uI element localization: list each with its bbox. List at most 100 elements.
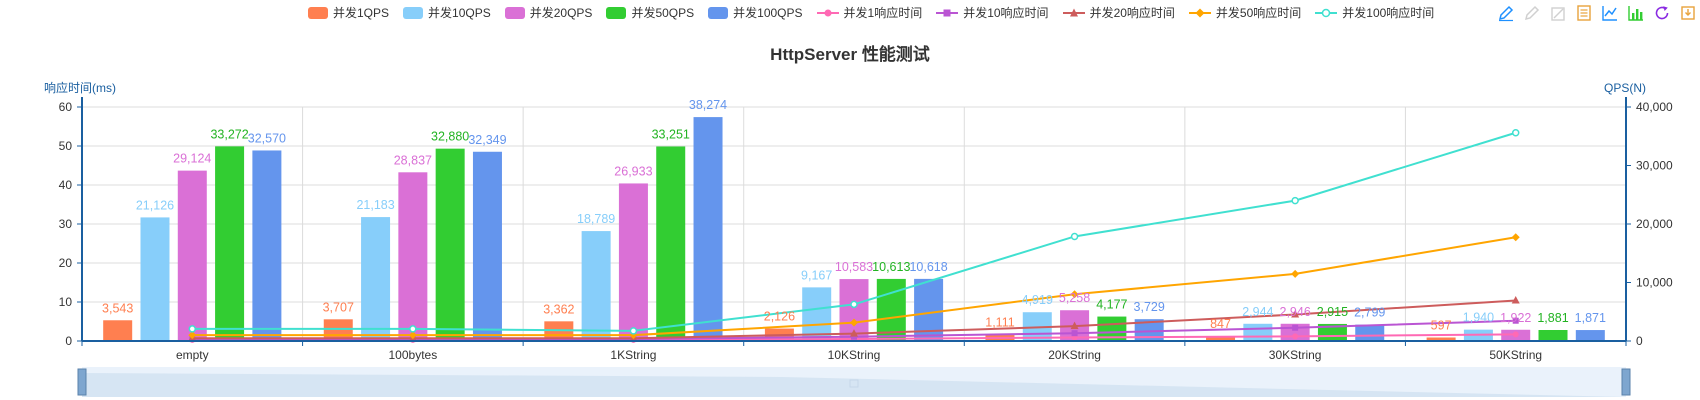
legend-item-qps-100[interactable]: 并发100QPS bbox=[708, 4, 803, 21]
line-point bbox=[1291, 309, 1300, 318]
bar-data-label: 38,274 bbox=[689, 98, 727, 112]
bar bbox=[618, 183, 648, 341]
bar-data-label: 2,946 bbox=[1280, 305, 1311, 319]
legend-item-rt-10[interactable]: 并发10响应时间 bbox=[936, 4, 1049, 21]
bar-data-label: 18,789 bbox=[577, 212, 615, 226]
mark-undo-icon[interactable] bbox=[1522, 3, 1542, 23]
legend-item-rt-100[interactable]: 并发100响应时间 bbox=[1315, 4, 1434, 21]
bar-data-label: 1,940 bbox=[1463, 311, 1494, 325]
legend-label: 并发50响应时间 bbox=[1215, 6, 1302, 20]
data-zoom-slider bbox=[77, 367, 1631, 397]
y-axis-right-tick-label: 30,000 bbox=[1636, 159, 1673, 173]
data-zoom-preview-shape bbox=[82, 373, 1626, 397]
data-zoom-handle-right[interactable] bbox=[1621, 368, 1631, 396]
line-point bbox=[1292, 333, 1299, 340]
y-axis-left-tick-label: 60 bbox=[59, 100, 73, 114]
bar-data-label: 4,177 bbox=[1096, 298, 1127, 312]
y-axis-left-tick-label: 30 bbox=[59, 217, 73, 231]
legend-item-rt-20[interactable]: 并发20响应时间 bbox=[1062, 4, 1175, 21]
bar-data-label: 1,881 bbox=[1537, 311, 1568, 325]
legend-line-swatch bbox=[936, 9, 959, 16]
bar-data-label: 1,111 bbox=[985, 316, 1014, 330]
legend-item-qps-20[interactable]: 并发20QPS bbox=[504, 4, 593, 21]
bar-data-label: 32,880 bbox=[431, 130, 469, 144]
bar bbox=[177, 170, 207, 341]
bar bbox=[693, 117, 723, 341]
y-axis-right-tick-label: 0 bbox=[1636, 334, 1643, 348]
bar-data-label: 3,707 bbox=[323, 300, 354, 314]
legend-label: 并发100QPS bbox=[733, 6, 803, 20]
y-axis-left-tick-label: 50 bbox=[59, 139, 73, 153]
bar-data-label: 5,258 bbox=[1059, 291, 1090, 305]
bar bbox=[361, 217, 391, 341]
line-point bbox=[188, 325, 197, 333]
bar bbox=[1575, 330, 1605, 341]
data-zoom-handle-left[interactable] bbox=[77, 368, 87, 396]
line-point bbox=[1071, 330, 1078, 337]
line-point bbox=[1512, 317, 1519, 324]
x-axis-tick-label: 30KString bbox=[1269, 348, 1322, 362]
bar-data-label: 4,919 bbox=[1022, 293, 1053, 307]
bar bbox=[581, 231, 611, 341]
mark-icon[interactable] bbox=[1496, 3, 1516, 23]
bar bbox=[1538, 329, 1568, 341]
legend-label: 并发20QPS bbox=[529, 6, 593, 20]
line-point bbox=[1511, 295, 1520, 304]
legend-item-rt-1[interactable]: 并发1响应时间 bbox=[816, 4, 922, 21]
data-labels-group: 3,543 3,707 3,362 2,126 1,111 847 597 21,126 21,… bbox=[102, 98, 1606, 332]
y-axis-right-tick-label: 20,000 bbox=[1636, 217, 1673, 231]
line-series-group bbox=[188, 128, 1520, 343]
y-axis-left-tick-label: 20 bbox=[59, 256, 73, 270]
legend-item-qps-10[interactable]: 并发10QPS bbox=[403, 4, 491, 21]
line-point bbox=[850, 300, 858, 309]
line-point bbox=[188, 331, 197, 340]
y-axis-right-tick-label: 10,000 bbox=[1636, 276, 1673, 290]
bar-data-label: 32,570 bbox=[248, 131, 286, 145]
y-axis-left-tick-label: 40 bbox=[59, 178, 73, 192]
legend-swatch bbox=[308, 6, 328, 19]
bar-data-label: 10,613 bbox=[872, 260, 910, 274]
legend-swatch bbox=[504, 6, 525, 19]
line-chart-icon[interactable] bbox=[1600, 3, 1620, 23]
y-axis-left-tick-label: 10 bbox=[59, 295, 73, 309]
restore-icon[interactable] bbox=[1652, 3, 1672, 23]
legend-label: 并发50QPS bbox=[631, 6, 695, 20]
bar-data-label: 29,124 bbox=[173, 152, 211, 166]
legend-item-qps-1[interactable]: 并发1QPS bbox=[308, 4, 389, 21]
bar bbox=[1426, 337, 1456, 341]
x-axis-tick-label: 1KString bbox=[610, 348, 656, 362]
y-axis-right-tick-label: 40,000 bbox=[1636, 100, 1673, 114]
data-view-icon[interactable] bbox=[1574, 3, 1594, 23]
mark-clear-icon[interactable] bbox=[1548, 3, 1568, 23]
data-zoom-center-grip bbox=[849, 379, 859, 388]
legend-label: 并发10QPS bbox=[428, 6, 491, 20]
bar bbox=[252, 150, 282, 341]
line-point bbox=[1292, 324, 1299, 331]
line-point bbox=[1291, 269, 1300, 278]
bar-data-label: 1,922 bbox=[1500, 311, 1531, 325]
bar-data-label: 10,618 bbox=[909, 260, 947, 274]
bar-data-label: 1,871 bbox=[1575, 311, 1606, 325]
bar bbox=[1355, 324, 1385, 341]
legend-line-swatch bbox=[1062, 8, 1085, 16]
line-point bbox=[629, 327, 638, 335]
legend-label: 并发10响应时间 bbox=[963, 6, 1049, 20]
bar-chart-icon[interactable] bbox=[1626, 3, 1646, 23]
bar bbox=[472, 151, 502, 341]
bar-data-label: 33,251 bbox=[652, 127, 690, 141]
legend-line-swatch bbox=[816, 9, 839, 16]
x-axis-tick-label: empty bbox=[176, 348, 209, 362]
line-point bbox=[409, 325, 417, 333]
legend-item-qps-50[interactable]: 并发50QPS bbox=[606, 4, 694, 21]
legend-line-swatch bbox=[1188, 8, 1211, 17]
line-point bbox=[850, 318, 858, 327]
line-point bbox=[1070, 232, 1079, 241]
line-point bbox=[850, 329, 858, 337]
bar-series-group bbox=[103, 117, 1605, 341]
legend-label: 并发1QPS bbox=[333, 6, 390, 20]
bar bbox=[1134, 319, 1164, 341]
line-point bbox=[1070, 321, 1079, 330]
legend-item-rt-50[interactable]: 并发50响应时间 bbox=[1188, 4, 1302, 21]
save-image-icon[interactable] bbox=[1678, 3, 1698, 23]
